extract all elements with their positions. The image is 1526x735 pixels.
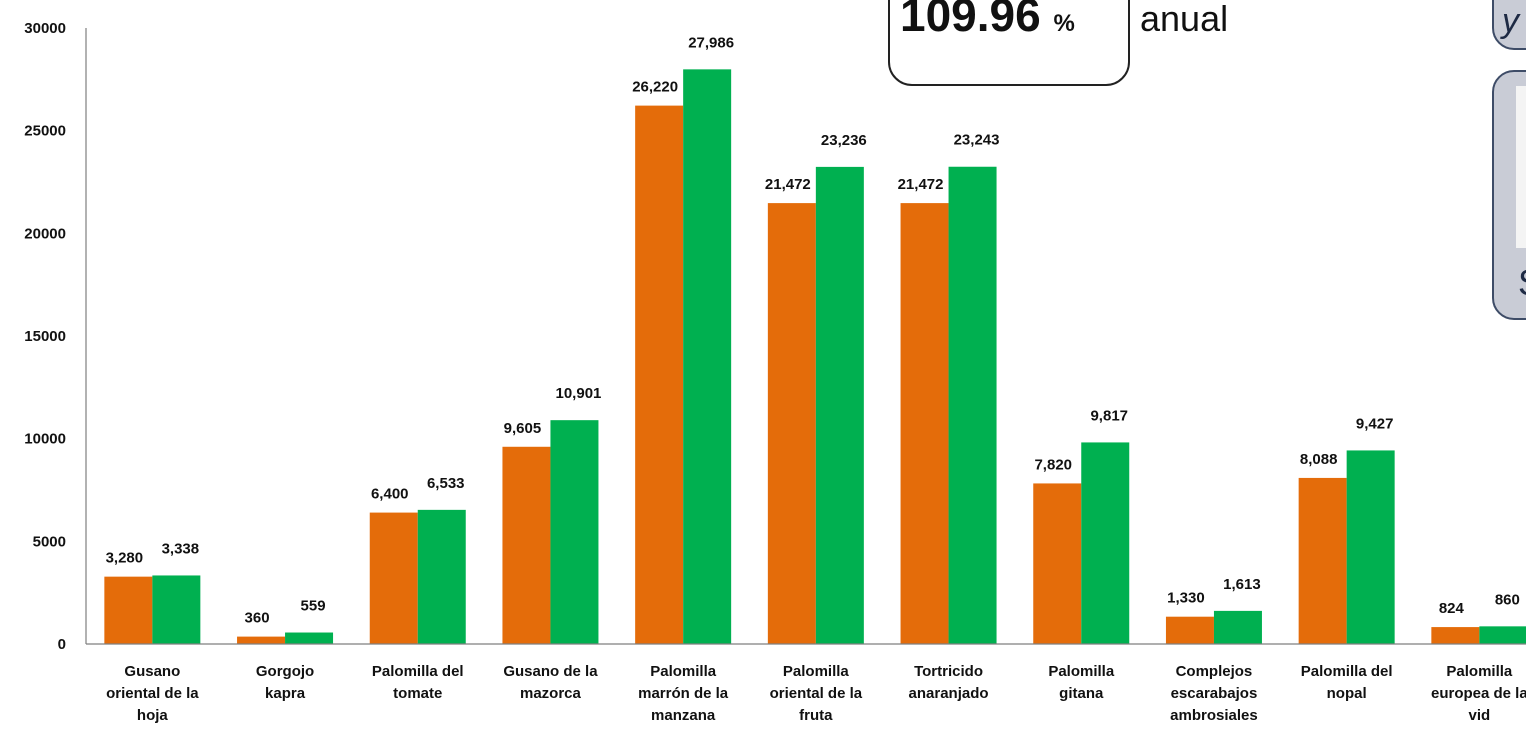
x-tick-label: Gusano oriental de la hoja	[106, 663, 199, 724]
data-label: 3,338	[162, 540, 200, 557]
bar	[1298, 477, 1347, 644]
data-label: 1,613	[1223, 576, 1261, 593]
y-tick-label: 20000	[24, 225, 66, 242]
side-box-bottom-inner	[1516, 86, 1526, 248]
data-label: 6,533	[427, 475, 465, 492]
growth-callout-box	[888, 0, 1130, 86]
bar	[767, 203, 816, 644]
side-box-bottom-text: S	[1518, 262, 1526, 304]
data-label: 23,236	[821, 132, 867, 149]
data-label: 860	[1495, 591, 1520, 608]
x-tick-label: Palomilla oriental de la fruta	[770, 663, 863, 724]
x-tick-label: Palomilla del tomate	[372, 663, 464, 702]
bar	[417, 509, 466, 644]
x-tick-label: Gorgojo kapra	[256, 663, 314, 702]
bars	[104, 69, 1526, 645]
bar	[502, 446, 551, 644]
bar	[635, 105, 684, 645]
bar	[683, 69, 732, 645]
bar	[1479, 626, 1526, 644]
data-label: 9,605	[504, 420, 542, 437]
bar	[900, 203, 949, 644]
bar	[1081, 442, 1130, 644]
bar	[369, 512, 418, 644]
data-label: 824	[1439, 600, 1465, 617]
data-label: 27,986	[688, 34, 734, 51]
bar	[104, 576, 153, 644]
bar	[152, 575, 201, 644]
y-axis-ticks: 0 5000 10000 15000 20000 25000 30000	[24, 20, 66, 653]
growth-callout-caption: anual	[1140, 0, 1229, 39]
y-tick-label: 25000	[24, 123, 66, 140]
data-label: 360	[245, 610, 270, 627]
x-tick-label: Palomilla del nopal	[1301, 663, 1393, 702]
data-label: 26,220	[632, 79, 678, 96]
x-tick-label: Palomilla europea de la vid	[1431, 663, 1526, 724]
bar	[1213, 610, 1262, 644]
data-label: 9,817	[1090, 407, 1128, 424]
data-label: 9,427	[1356, 415, 1394, 432]
data-label: 23,243	[954, 132, 1000, 149]
data-label: 21,472	[765, 176, 811, 193]
data-label: 6,400	[371, 486, 409, 503]
side-box-top	[1492, 0, 1526, 50]
data-label: 8,088	[1300, 451, 1338, 468]
data-label: 21,472	[898, 176, 944, 193]
bar	[1033, 483, 1082, 644]
bar	[550, 420, 599, 644]
bar	[1346, 450, 1395, 644]
bar	[948, 166, 997, 645]
data-label: 1,330	[1167, 590, 1205, 607]
x-tick-label: Palomilla gitana	[1048, 663, 1115, 702]
data-label: 10,901	[556, 385, 602, 402]
x-tick-label: Tortricido anaranjado	[909, 663, 989, 702]
bar	[815, 166, 864, 645]
x-axis-ticks: Gusano oriental de la hoja Gorgojo kapra Palo…	[106, 663, 1526, 724]
x-tick-label: Complejos escarabajos ambrosiales	[1170, 663, 1258, 724]
data-label: 3,280	[106, 550, 144, 567]
growth-callout-value: 109.96 %	[900, 0, 1075, 41]
x-tick-label: Palomilla marrón de la manzana	[638, 663, 729, 724]
x-tick-label: Gusano de la mazorca	[503, 663, 598, 702]
bar	[285, 632, 334, 644]
y-tick-label: 0	[58, 636, 66, 653]
y-tick-label: 5000	[33, 533, 66, 550]
y-tick-label: 10000	[24, 431, 66, 448]
bar	[1431, 627, 1480, 644]
y-tick-label: 30000	[24, 20, 66, 37]
side-box-top-text: y	[1502, 2, 1519, 40]
data-label: 559	[301, 598, 326, 615]
data-labels: 3,280 360 6,400 9,605 26,220 21,472 21,472 7,82…	[106, 34, 1520, 626]
bar	[237, 636, 286, 644]
y-tick-label: 15000	[24, 328, 66, 345]
bar	[1165, 616, 1214, 644]
data-label: 7,820	[1034, 456, 1072, 473]
